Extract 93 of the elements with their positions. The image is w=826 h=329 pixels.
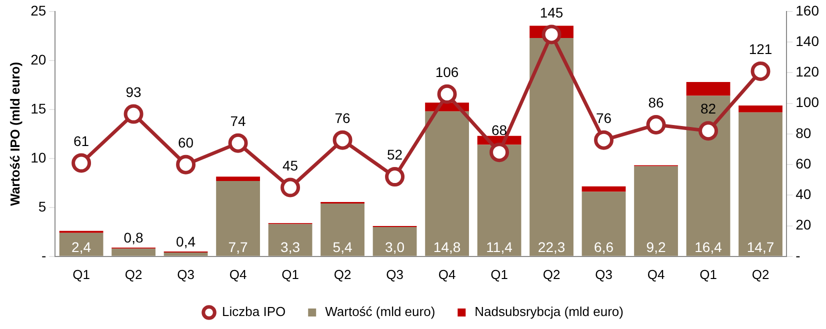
bar (477, 144, 522, 256)
data-label: 45 (282, 157, 298, 174)
data-label: 6,6 (594, 238, 614, 255)
x-tick-label: Q2 (542, 266, 560, 282)
x-tick-label: Q1 (282, 266, 299, 282)
data-label: 82 (700, 100, 716, 117)
data-label: 60 (178, 134, 194, 150)
x-tick-label: Q4 (647, 266, 665, 282)
data-label: 16,4 (694, 238, 722, 255)
y-tick-label: 10 (30, 149, 46, 166)
data-label: 14,7 (746, 238, 774, 255)
data-label: 14,8 (433, 238, 461, 255)
point (280, 178, 300, 198)
point (646, 115, 666, 135)
point (176, 154, 196, 174)
legend-label: Nadsubsrybcja (mld euro) (474, 304, 624, 320)
y2-tick-label: - (796, 247, 801, 264)
x-tick-label: Q4 (229, 266, 247, 282)
bar (216, 176, 260, 181)
point (490, 142, 510, 162)
bar (686, 82, 730, 96)
data-label: 76 (596, 110, 612, 126)
legend-label: Liczba IPO (222, 304, 286, 320)
x-tick-label: Q4 (438, 266, 456, 282)
data-label: 5,4 (332, 238, 352, 255)
bar (425, 111, 469, 256)
data-label: 121 (748, 41, 772, 58)
y2-tick-label: 60 (796, 155, 812, 172)
data-label: 76 (334, 110, 351, 126)
point (437, 84, 457, 104)
data-label: 74 (230, 112, 246, 129)
y-tick-label: 5 (38, 198, 46, 214)
point (72, 153, 92, 173)
bar (738, 112, 782, 256)
bar (686, 96, 730, 256)
y2-tick-label: 120 (796, 64, 820, 80)
x-tick-label: Q1 (700, 266, 717, 282)
data-label: 2,4 (72, 238, 92, 255)
x-tick-label: Q1 (490, 266, 508, 282)
data-label: 93 (126, 84, 142, 100)
data-label: 0,4 (176, 233, 196, 250)
y-tick-label: 15 (30, 100, 46, 116)
x-tick-label: Q2 (334, 266, 352, 282)
y-tick-label: - (42, 247, 46, 264)
bar (112, 248, 156, 256)
bar (372, 227, 417, 256)
y2-tick-label: 20 (796, 216, 812, 233)
bar (634, 166, 678, 256)
data-label: 3,3 (280, 238, 300, 255)
data-label: 7,7 (228, 238, 248, 255)
point (594, 130, 614, 150)
data-label: 68 (491, 122, 508, 138)
x-tick-label: Q3 (595, 266, 612, 282)
y-tick-label: 25 (30, 2, 46, 18)
bar (582, 186, 626, 192)
x-tick-label: Q2 (124, 266, 142, 282)
x-tick-label: Q2 (752, 266, 770, 282)
y-tick-label: 20 (30, 51, 46, 68)
data-label: 22,3 (538, 238, 566, 255)
data-label: 52 (386, 146, 403, 163)
data-label: 106 (435, 64, 459, 80)
y2-tick-label: 100 (796, 94, 820, 110)
point (332, 130, 352, 150)
x-tick-label: Q3 (386, 266, 404, 282)
data-label: 11,4 (486, 238, 513, 255)
point (698, 121, 718, 141)
data-label: 145 (540, 4, 564, 20)
bar (738, 106, 782, 112)
bar (582, 192, 626, 256)
y2-tick-label: 160 (796, 2, 820, 18)
point (542, 24, 562, 44)
bar (530, 38, 574, 256)
y2-tick-label: 40 (796, 186, 812, 202)
y-axis-title: Wartość IPO (mld euro) (7, 62, 22, 206)
bar (216, 180, 260, 256)
data-label: 3,0 (385, 238, 405, 255)
legend-label: Wartość (mld euro) (325, 304, 436, 320)
bar (320, 204, 364, 256)
point (750, 61, 770, 81)
data-label: 0,8 (124, 229, 144, 246)
point (385, 167, 405, 187)
data-label: 86 (648, 94, 664, 111)
x-tick-label: Q3 (177, 266, 194, 282)
y2-tick-label: 80 (796, 124, 812, 141)
data-label: 61 (74, 132, 90, 149)
bar (164, 252, 208, 256)
y2-tick-label: 140 (796, 32, 820, 49)
bar (59, 232, 104, 256)
data-label: 9,2 (646, 238, 666, 255)
point (124, 104, 144, 124)
x-tick-label: Q1 (72, 266, 90, 282)
bar (268, 224, 312, 256)
point (228, 133, 248, 153)
